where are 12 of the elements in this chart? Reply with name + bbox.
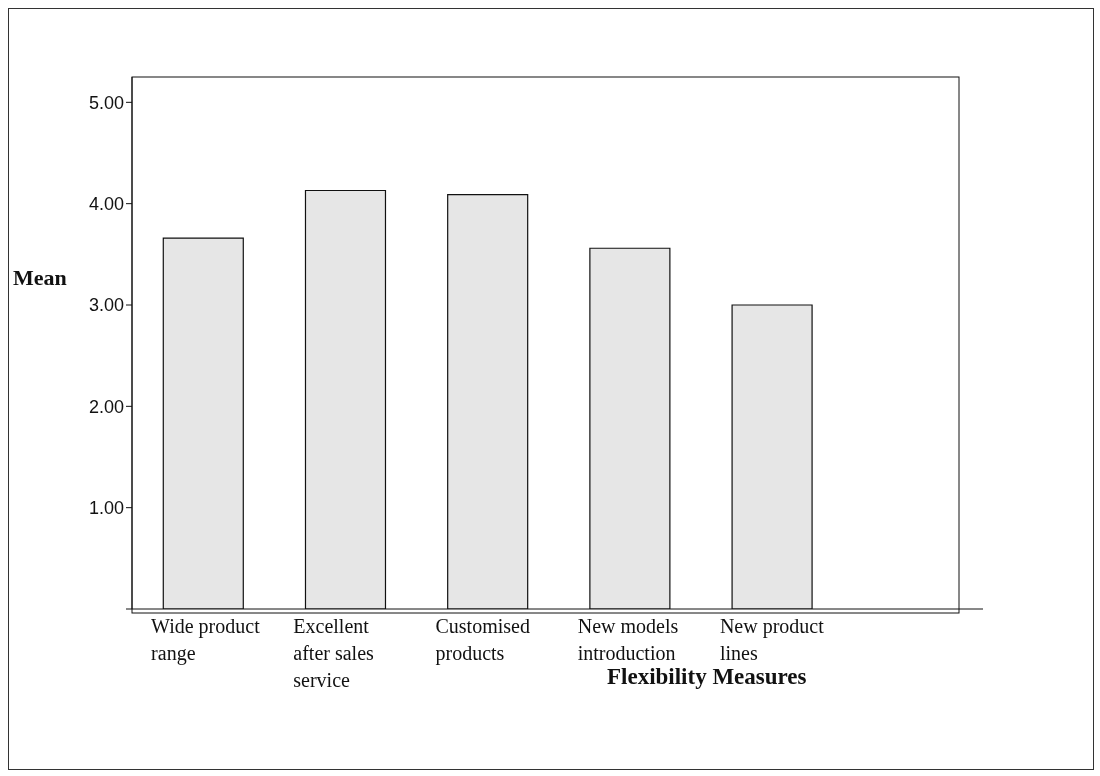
y-tick-label: 1.00 [88,498,124,519]
x-tick-label: New models introduction [577,615,679,664]
y-tick-label: 5.00 [88,92,124,113]
x-tick-label: Wide product range [151,615,261,665]
y-tick-label: 2.00 [88,396,124,417]
y-tick-label: 3.00 [88,295,124,316]
x-tick-label: New product lines [719,615,825,664]
x-tick-label: Customised products [435,615,530,665]
x-tick-label: Excellent after sales service [293,615,375,691]
y-axis-title: Mean [13,265,67,290]
y-tick-label: 4.00 [88,194,124,215]
x-axis-title: Flexibility Measures [607,664,807,689]
